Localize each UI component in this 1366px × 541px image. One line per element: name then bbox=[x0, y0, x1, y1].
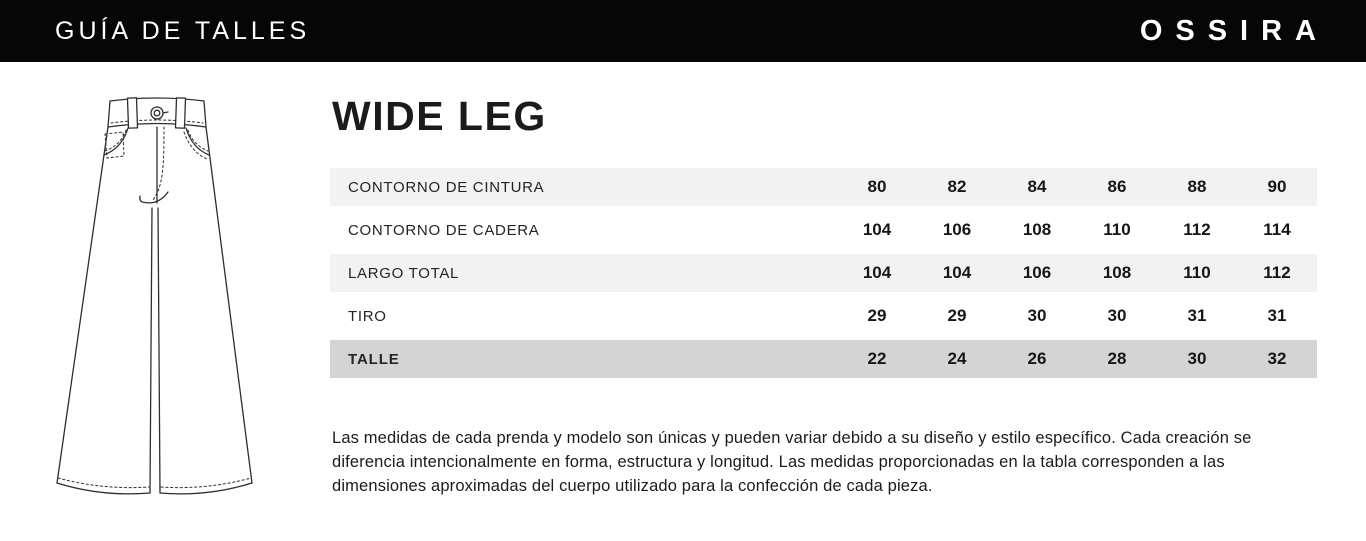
product-title: WIDE LEG bbox=[332, 93, 547, 139]
wide-leg-pants-drawing bbox=[56, 97, 253, 495]
size-value: 32 bbox=[1267, 349, 1287, 368]
brand-logo: OSSIRA bbox=[1139, 14, 1329, 47]
size-value: 104 bbox=[862, 263, 892, 282]
size-value: 108 bbox=[1022, 220, 1052, 239]
measurement-values: 104 106 108 110 112 114 bbox=[837, 220, 1317, 240]
table-row: TALLE 22 24 26 28 30 32 bbox=[330, 340, 1317, 378]
table-row: TIRO 29 29 30 30 31 31 bbox=[330, 297, 1317, 335]
size-value: 86 bbox=[1107, 177, 1127, 196]
header-bar: GUÍA DE TALLES OSSIRA bbox=[0, 0, 1366, 62]
size-value: 84 bbox=[1027, 177, 1047, 196]
size-value: 114 bbox=[1263, 220, 1291, 239]
size-value: 29 bbox=[947, 306, 967, 325]
size-value: 31 bbox=[1187, 306, 1207, 325]
size-value: 104 bbox=[942, 263, 972, 282]
measurement-values: 104 104 106 108 110 112 bbox=[837, 263, 1317, 283]
size-value: 90 bbox=[1267, 177, 1287, 196]
measurement-label: TALLE bbox=[348, 350, 400, 368]
pants-illustration bbox=[0, 62, 330, 505]
size-value: 26 bbox=[1027, 349, 1047, 368]
size-value: 29 bbox=[867, 306, 887, 325]
size-value: 30 bbox=[1187, 349, 1207, 368]
disclaimer-text: Las medidas de cada prenda y modelo son … bbox=[332, 429, 1252, 495]
page-title: GUÍA DE TALLES bbox=[55, 16, 311, 45]
size-value: 106 bbox=[942, 220, 972, 239]
table-row: LARGO TOTAL 104 104 106 108 110 112 bbox=[330, 254, 1317, 292]
measurement-values: 29 29 30 30 31 31 bbox=[837, 306, 1317, 326]
size-value: 106 bbox=[1022, 263, 1052, 282]
measurement-label: CONTORNO DE CINTURA bbox=[348, 178, 545, 196]
measurement-label: LARGO TOTAL bbox=[348, 264, 460, 282]
size-value: 31 bbox=[1267, 306, 1287, 325]
size-value: 112 bbox=[1183, 220, 1211, 239]
size-value: 112 bbox=[1263, 263, 1291, 282]
size-table: CONTORNO DE CINTURA 80 82 84 86 88 90 CONTORN… bbox=[330, 168, 1317, 378]
measurement-label: TIRO bbox=[348, 307, 387, 325]
size-value: 22 bbox=[867, 349, 887, 368]
table-row: CONTORNO DE CINTURA 80 82 84 86 88 90 bbox=[330, 168, 1317, 206]
size-value: 108 bbox=[1102, 263, 1132, 282]
measurement-values: 22 24 26 28 30 32 bbox=[837, 349, 1317, 369]
size-value: 30 bbox=[1027, 306, 1047, 325]
table-row: CONTORNO DE CADERA 104 106 108 110 112 114 bbox=[330, 211, 1317, 249]
main-area: WIDE LEG CONTORNO DE CINTURA 80 82 84 86 88 9… bbox=[0, 62, 1366, 505]
size-value: 24 bbox=[947, 349, 967, 368]
size-value: 110 bbox=[1183, 263, 1211, 282]
size-value: 30 bbox=[1107, 306, 1127, 325]
size-value: 80 bbox=[867, 177, 887, 196]
size-value: 88 bbox=[1187, 177, 1207, 196]
measurement-values: 80 82 84 86 88 90 bbox=[837, 177, 1317, 197]
measurement-label: CONTORNO DE CADERA bbox=[348, 221, 540, 239]
size-value: 28 bbox=[1107, 349, 1127, 368]
size-value: 110 bbox=[1103, 220, 1131, 239]
size-value: 104 bbox=[862, 220, 892, 239]
size-value: 82 bbox=[947, 177, 967, 196]
size-guide-content: WIDE LEG CONTORNO DE CINTURA 80 82 84 86 88 9… bbox=[330, 62, 1366, 498]
